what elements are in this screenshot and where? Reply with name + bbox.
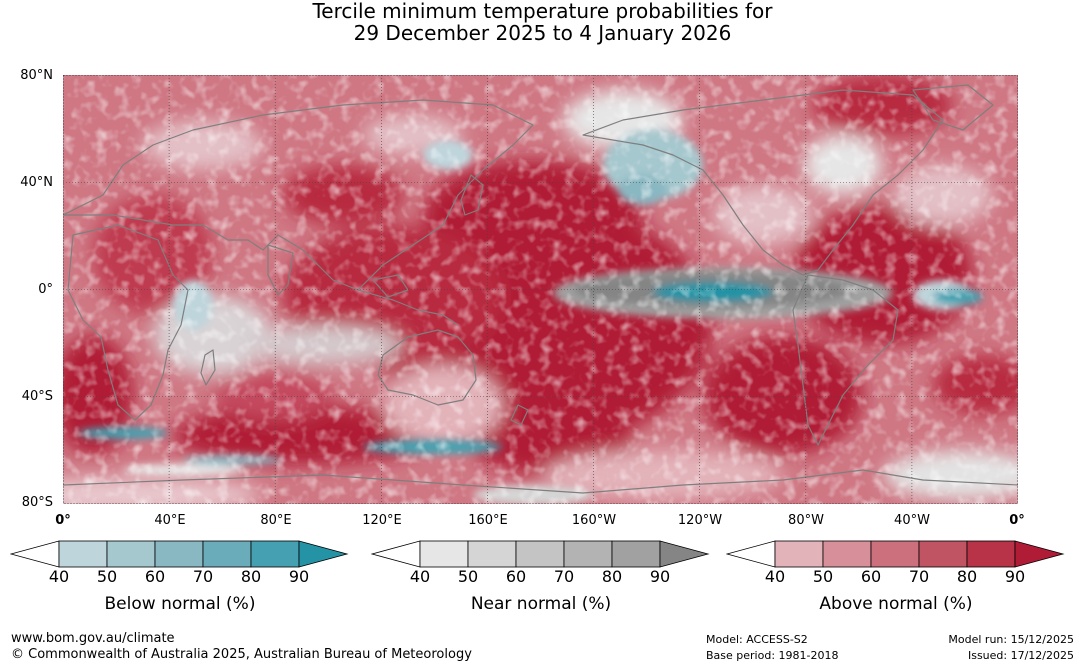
colorbar-extend-high <box>298 540 349 568</box>
colorbar-above-title: Above normal (%) <box>819 594 973 614</box>
colorbar-near-tick: 50 <box>457 567 479 586</box>
colorbar-near-tick: 70 <box>553 567 575 586</box>
colorbar-segment <box>154 540 204 568</box>
lon-label-120e: 120°E <box>362 513 402 528</box>
colorbar-below-tick: 90 <box>288 567 310 586</box>
colorbar-segment <box>106 540 156 568</box>
colorbar-segment <box>870 540 920 568</box>
colorbar-below-tick: 80 <box>240 567 262 586</box>
colorbar-segment <box>774 540 824 568</box>
colorbar-extend-high <box>1014 540 1065 568</box>
lon-label-40w: 40°W <box>894 513 930 528</box>
colorbar-near-title: Near normal (%) <box>470 594 612 614</box>
colorbar-above-tick: 90 <box>1004 567 1026 586</box>
footer-copyright: © Commonwealth of Australia 2025, Austra… <box>11 647 472 662</box>
map-title-line1: Tercile minimum temperature probabilitie… <box>312 0 773 23</box>
footer-url[interactable]: www.bom.gov.au/climate <box>11 631 175 646</box>
colorbar-near-tick: 60 <box>505 567 527 586</box>
colorbar-segment <box>467 540 517 568</box>
lon-label-120w: 120°W <box>677 513 723 528</box>
lat-label-0: 0° <box>38 282 53 297</box>
probability-map <box>63 75 1018 504</box>
colorbar-above-normal <box>726 540 1065 568</box>
footer-base-period: Base period: 1981-2018 <box>706 649 839 662</box>
colorbar-extend-high <box>659 540 710 568</box>
lon-label-160w: 160°W <box>571 513 617 528</box>
colorbar-below-normal <box>10 540 349 568</box>
colorbar-segment <box>918 540 968 568</box>
colorbar-below-tick: 70 <box>192 567 214 586</box>
colorbar-below-tick: 60 <box>144 567 166 586</box>
colorbar-above-tick: 50 <box>812 567 834 586</box>
colorbar-segment <box>966 540 1016 568</box>
colorbar-near-normal <box>371 540 710 568</box>
colorbar-extend-low <box>726 540 776 568</box>
colorbar-above-tick: 70 <box>908 567 930 586</box>
lat-label-40n: 40°N <box>20 175 53 190</box>
colorbar-segment <box>419 540 469 568</box>
colorbar-above-tick: 80 <box>956 567 978 586</box>
colorbar-segment <box>250 540 300 568</box>
lon-label-40e: 40°E <box>154 513 186 528</box>
colorbar-segment <box>563 540 613 568</box>
lat-label-40s: 40°S <box>21 389 53 404</box>
lon-label-0-left: 0° <box>55 513 71 528</box>
colorbar-below-tick: 50 <box>96 567 118 586</box>
colorbar-segment <box>611 540 661 568</box>
colorbar-above-tick: 40 <box>764 567 786 586</box>
colorbar-below-tick: 40 <box>48 567 70 586</box>
lon-label-160e: 160°E <box>468 513 508 528</box>
lat-label-80s: 80°S <box>21 495 53 510</box>
lon-label-0-right: 0° <box>1009 513 1025 528</box>
colorbar-segment <box>202 540 252 568</box>
graticule <box>63 75 1018 504</box>
colorbar-extend-low <box>10 540 60 568</box>
map-title-line2: 29 December 2025 to 4 January 2026 <box>353 21 732 45</box>
coastlines <box>63 84 1018 494</box>
colorbar-below-title: Below normal (%) <box>104 594 256 614</box>
colorbar-extend-low <box>371 540 421 568</box>
footer-model: Model: ACCESS-S2 <box>706 633 808 646</box>
colorbar-segment <box>822 540 872 568</box>
footer-issued: Issued: 17/12/2025 <box>967 649 1074 662</box>
colorbar-near-tick: 90 <box>649 567 671 586</box>
colorbar-near-tick: 40 <box>409 567 431 586</box>
colorbar-segment <box>515 540 565 568</box>
colorbar-segment <box>58 540 108 568</box>
lat-label-80n: 80°N <box>20 68 53 83</box>
footer-model-run: Model run: 15/12/2025 <box>948 633 1074 646</box>
colorbar-near-tick: 80 <box>601 567 623 586</box>
lon-label-80e: 80°E <box>260 513 292 528</box>
lon-label-80w: 80°W <box>788 513 824 528</box>
colorbar-above-tick: 60 <box>860 567 882 586</box>
